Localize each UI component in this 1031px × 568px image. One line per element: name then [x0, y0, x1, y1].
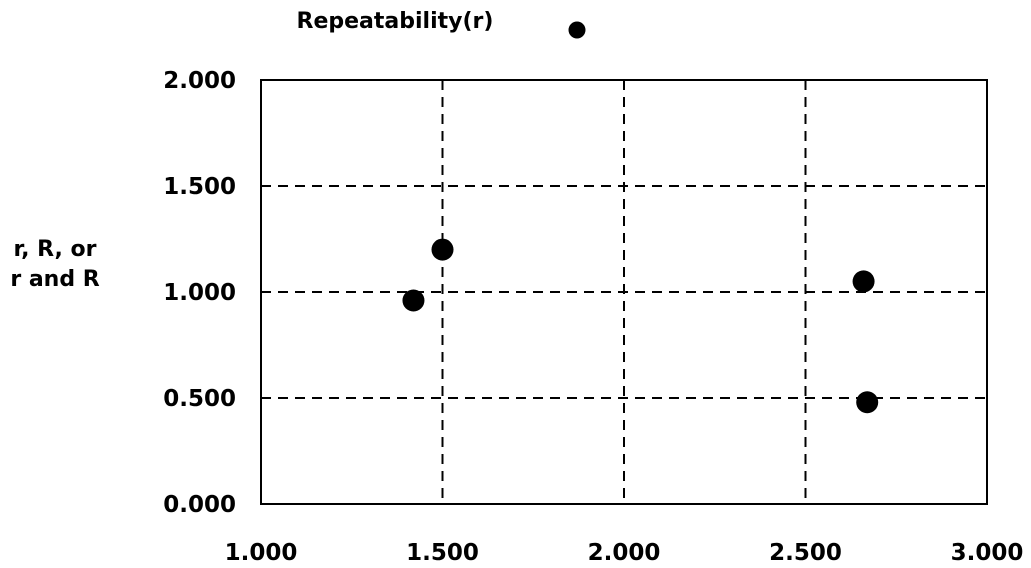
data-point	[402, 289, 425, 312]
x-tick-label: 2.000	[588, 540, 661, 566]
legend-label: Repeatability(r)	[297, 9, 494, 34]
grid-lines	[261, 80, 987, 504]
data-point	[431, 238, 454, 261]
x-tick-label: 1.500	[406, 540, 479, 566]
plot-area-frame	[260, 79, 988, 505]
y-axis-label-line: r and R	[10, 267, 99, 292]
x-axis-tick-labels: 1.000 1.500 2.000 2.500 3.000	[225, 540, 1024, 566]
y-axis-tick-labels: 0.000 0.500 1.000 1.500 2.000	[163, 68, 236, 518]
data-points	[402, 238, 879, 414]
data-point	[856, 391, 879, 414]
y-tick-label: 0.500	[163, 386, 236, 412]
y-axis-label: r, R, or r and R	[10, 237, 99, 292]
x-tick-label: 3.000	[951, 540, 1024, 566]
y-tick-label: 1.500	[163, 174, 236, 200]
y-tick-label: 1.000	[163, 280, 236, 306]
y-axis-label-line: r, R, or	[14, 237, 97, 262]
y-tick-label: 2.000	[163, 68, 236, 94]
x-tick-label: 1.000	[225, 540, 298, 566]
legend: Repeatability(r)	[297, 9, 586, 39]
legend-marker	[568, 21, 586, 39]
x-tick-label: 2.500	[769, 540, 842, 566]
data-point	[852, 270, 875, 293]
y-tick-label: 0.000	[163, 492, 236, 518]
